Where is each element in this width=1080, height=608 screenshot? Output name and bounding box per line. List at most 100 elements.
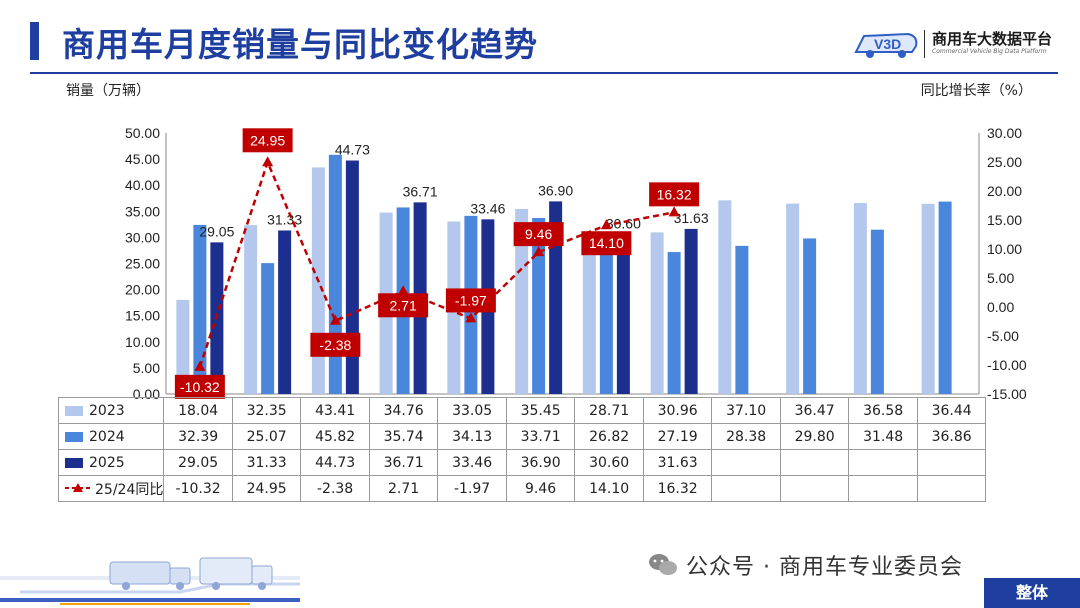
section-badge: 整体 [984,578,1080,608]
yoy-label: 2.71 [390,297,417,313]
table-cell: -1.97 [437,475,507,502]
title-accent-bar [30,22,39,60]
yoy-marker [533,246,545,257]
y-right-tick-label: -15.00 [987,386,1027,400]
table-cell: 36.44 [916,397,987,424]
y-right-tick-label: 0.00 [987,299,1014,315]
yoy-label-box [310,332,361,357]
yoy-label: 24.95 [250,132,285,148]
y-left-tick-label: 45.00 [125,151,160,167]
table-cell: 45.82 [300,423,370,450]
legend-cell: 25/24同比 [57,475,165,502]
right-axis-title: 同比增长率（%） [920,83,1032,99]
table-cell: 36.86 [916,423,987,450]
table-cell: 34.76 [368,397,439,424]
yoy-marker [600,219,612,230]
y-left-tick-label: 20.00 [125,282,160,298]
table-cell: -2.38 [300,475,370,502]
table-cell: 9.46 [505,475,576,502]
table-cell: 32.35 [231,397,302,424]
bar-2023 [786,203,800,394]
table-cell: 29.05 [163,449,233,476]
legend-cell: 2024 [57,423,165,450]
data-label-2025: 31.33 [267,211,302,227]
legend-cell: 2025 [57,449,165,476]
yoy-line [198,158,675,368]
legend-cell: 2023 [57,397,165,424]
table-cell: 36.90 [505,449,576,476]
y-right-tick-label: 25.00 [987,154,1022,170]
table-cell: 31.48 [848,423,918,450]
table-cell: 24.95 [231,475,302,502]
yoy-label: 16.32 [657,186,692,202]
yoy-marker [668,206,680,217]
table-cell: 35.74 [368,423,439,450]
footer-source: 公众号 · 商用车专业委员会 [686,555,963,580]
y-right-tick-label: -5.00 [987,328,1019,344]
bar-2025 [345,160,359,394]
table-cell [848,449,918,476]
yoy-marker [194,360,206,371]
bar-2023 [244,225,258,394]
truck-logo-icon: V3D [854,32,918,58]
table-cell: 25.07 [231,423,302,450]
table-cell: 27.19 [642,423,713,450]
svg-text:V3D: V3D [874,36,901,52]
table-cell: 36.71 [368,449,439,476]
yoy-marker [397,285,409,296]
table-cell [848,475,918,502]
table-cell: 26.82 [574,423,644,450]
yoy-label: -2.38 [319,337,351,353]
trucks-decoration-icon [0,557,300,605]
yoy-label-box [378,293,429,318]
table-cell: 33.05 [437,397,507,424]
data-label-2025: 31.63 [674,210,709,226]
bar-2024 [735,245,749,394]
bar-2025 [616,234,630,394]
logo-subtitle: Commercial Vehicle Big Data Platform [932,48,1047,55]
bar-2025 [684,228,698,394]
table-cell: 28.71 [574,397,644,424]
yoy-label: -1.97 [455,292,487,308]
y-right-tick-label: 5.00 [987,270,1014,286]
bar-2023 [515,208,529,394]
line-legend-icon [65,482,91,498]
y-right-tick-label: 10.00 [987,241,1022,257]
legend-label: 2024 [89,428,125,445]
table-cell: 33.46 [437,449,507,476]
yoy-label: 14.10 [589,235,624,251]
table-cell: 28.38 [711,423,781,450]
bar-2024 [532,218,546,394]
table-cell: 43.41 [300,397,370,424]
yoy-label-box [649,182,700,207]
table-cell: 36.58 [848,397,918,424]
table-cell: 44.73 [300,449,370,476]
y-left-tick-label: 15.00 [125,308,160,324]
table-row: 25/24同比 -10.32 24.95 -2.38 2.71 -1.97 9.46 14.1… [57,475,987,502]
y-left-tick-label: 35.00 [125,203,160,219]
bar-2023 [718,200,732,394]
table-cell: 29.80 [779,423,850,450]
table-cell: 31.63 [642,449,713,476]
table-cell: -10.32 [163,475,233,502]
table-cell: 34.13 [437,423,507,450]
bar-legend-icon [65,431,83,442]
yoy-label-box [445,288,496,313]
table-cell: 31.33 [231,449,302,476]
y-right-tick-label: -10.00 [987,357,1027,373]
data-table: 2023 18.04 32.35 43.41 34.76 33.05 35.45 28.71 3… [57,397,987,502]
table-cell: 37.10 [711,397,781,424]
bar-2024 [193,224,207,394]
bar-2025 [278,230,292,394]
table-cell: 33.71 [505,423,576,450]
logo-separator [924,30,925,58]
legend-label: 2023 [89,402,125,419]
table-cell: 18.04 [163,397,233,424]
yoy-label: -10.32 [180,379,220,395]
y-left-tick-label: 40.00 [125,177,160,193]
yoy-label-box [242,128,293,153]
left-axis-title: 销量（万辆） [66,83,150,99]
table-cell: 30.60 [574,449,644,476]
table-cell [711,475,781,502]
bar-2025 [549,201,563,394]
